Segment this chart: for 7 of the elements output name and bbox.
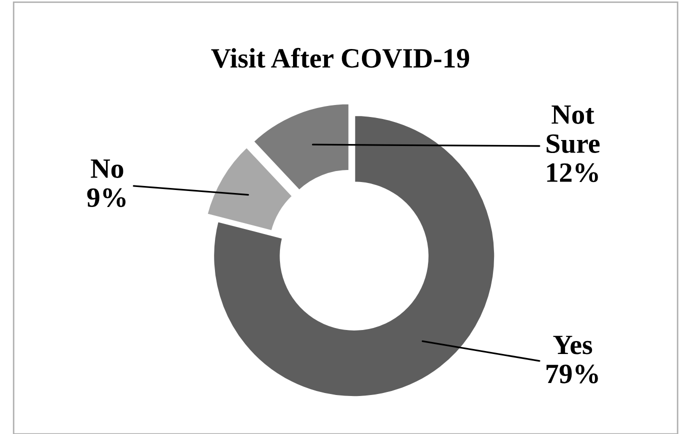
data-label: 9%: [87, 188, 126, 208]
data-label: 12%: [547, 163, 598, 182]
data-label: 79%: [546, 364, 598, 384]
slice-label: Yes: [553, 336, 592, 354]
slice-label: Not Sure: [546, 105, 600, 154]
slice-label: No: [90, 160, 124, 178]
chart-title: Visit After COVID-19: [211, 48, 470, 68]
